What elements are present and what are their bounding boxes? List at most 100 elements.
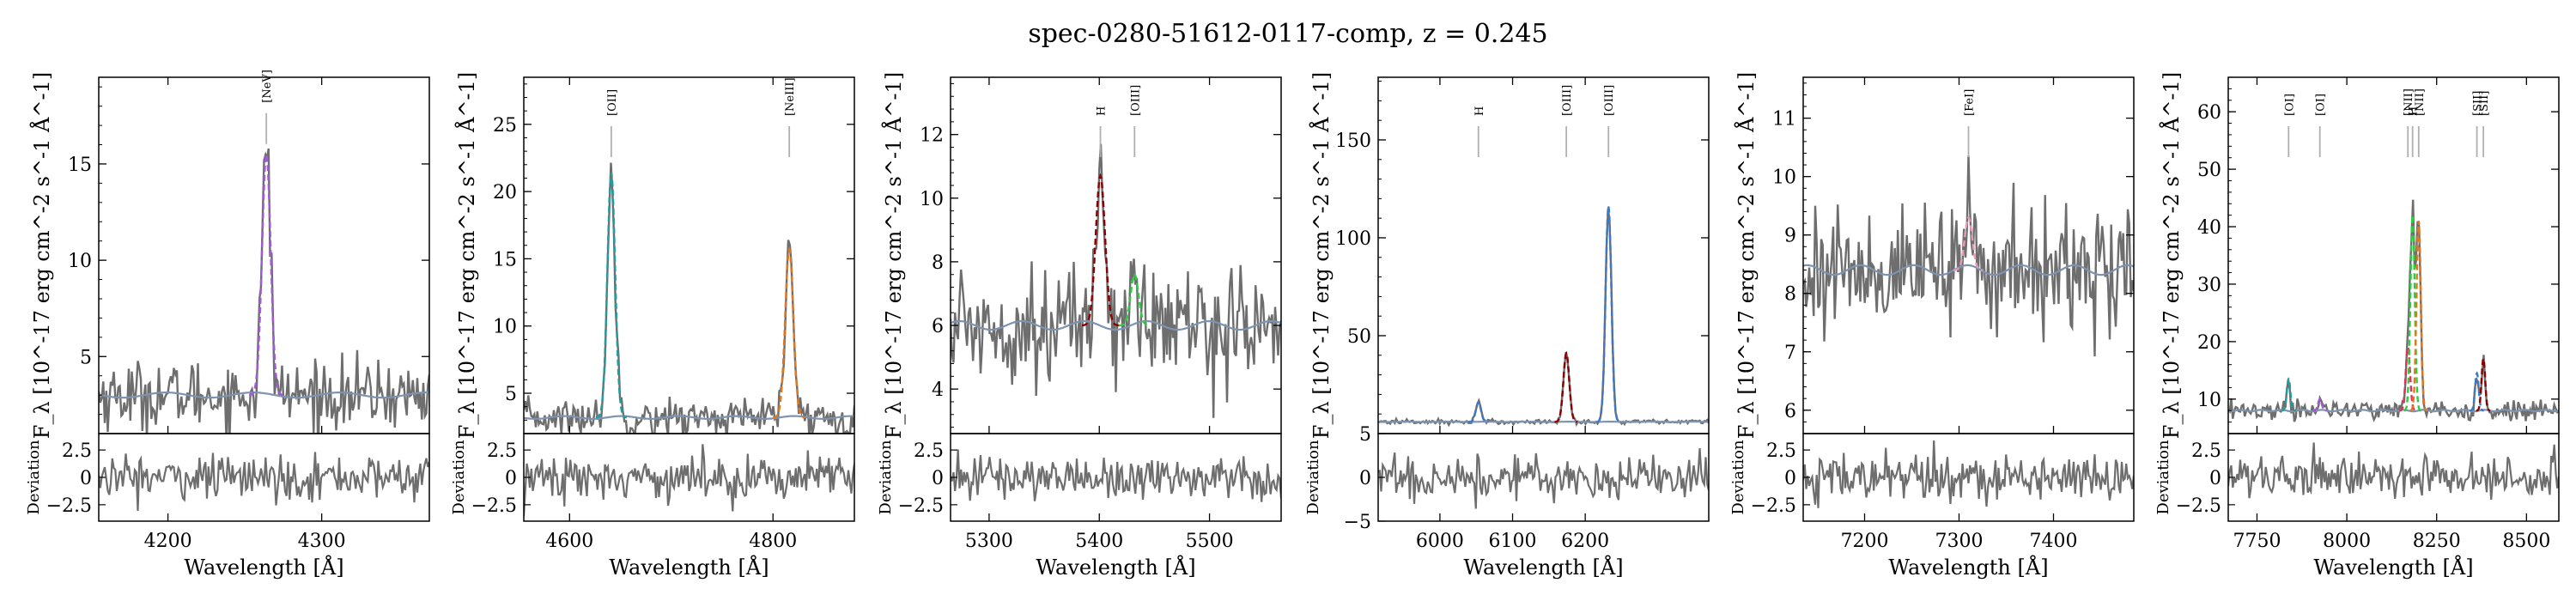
x-axis-label: Wavelength [Å] xyxy=(1888,555,2048,580)
resid-y-tick-label: −2.5 xyxy=(46,495,92,517)
resid-y-tick-label: 2.5 xyxy=(1766,440,1796,462)
x-tick-label: 6100 xyxy=(1489,531,1537,552)
main-plot-area-4 xyxy=(1378,126,1709,428)
y-tick-label: 20 xyxy=(2197,332,2221,354)
x-tick-label: 7750 xyxy=(2233,531,2281,552)
main-plot-area-6 xyxy=(2228,126,2559,423)
main-plot-area-3 xyxy=(951,126,1281,418)
y-axis-label: F_λ [10^-17 erg cm^-2 s^-1 Å^-1] xyxy=(454,72,479,439)
x-axis-label: Wavelength [Å] xyxy=(1036,555,1195,580)
resid-y-tick-label: 0 xyxy=(932,468,944,489)
resid-y-tick-label: 0 xyxy=(1359,468,1371,489)
main-axes-frame xyxy=(2227,76,2560,434)
x-axis-label: Wavelength [Å] xyxy=(1463,555,1623,580)
y-tick-label: 7 xyxy=(1784,343,1796,364)
y-tick-label: 15 xyxy=(68,155,92,176)
x-tick-label: 6000 xyxy=(1416,531,1464,552)
emission-line-label: [NeIII] xyxy=(784,77,797,116)
resid-y-tick-label: −2.5 xyxy=(1751,495,1796,517)
y-tick-label: 100 xyxy=(1335,228,1371,250)
line-fit-component-2 xyxy=(773,246,805,419)
continuum-model-line xyxy=(524,415,854,421)
emission-line-label: [OII] xyxy=(606,89,619,116)
y-axis-label: F_λ [10^-17 erg cm^-2 s^-1 Å^-1] xyxy=(1734,72,1759,439)
y-tick-label: 5 xyxy=(80,347,92,368)
line-fit-component-5 xyxy=(2409,221,2428,412)
residual-y-axis-label: Deviation xyxy=(450,440,468,515)
y-tick-label: 11 xyxy=(1772,109,1796,131)
y-tick-label: 40 xyxy=(2197,217,2221,239)
emission-line-label: [OI] xyxy=(2283,94,2296,116)
residual-plot-area-4 xyxy=(1378,448,1709,509)
residual-line xyxy=(1803,440,2134,508)
resid-y-tick-label: −5 xyxy=(1344,512,1371,533)
x-axis-label: Wavelength [Å] xyxy=(184,555,343,580)
x-tick-label: 4300 xyxy=(298,531,346,552)
y-axis-label: F_λ [10^-17 erg cm^-2 s^-1 Å^-1] xyxy=(1309,72,1334,439)
y-tick-label: 6 xyxy=(1784,401,1796,422)
line-fit-component-1 xyxy=(2281,377,2296,412)
main-axes-frame xyxy=(1377,76,1710,434)
residual-y-axis-label: Deviation xyxy=(1729,440,1747,515)
y-tick-label: 15 xyxy=(493,249,517,270)
continuum-model-line xyxy=(951,319,1281,331)
main-plot-area-1 xyxy=(99,112,429,434)
y-tick-label: 5 xyxy=(505,384,517,405)
x-tick-label: 8500 xyxy=(2502,531,2550,552)
y-tick-label: 30 xyxy=(2197,275,2221,296)
y-tick-label: 25 xyxy=(493,115,517,137)
main-plot-area-5 xyxy=(1803,126,2134,357)
line-fit-component-7 xyxy=(2476,356,2491,412)
main-axes-frame xyxy=(523,76,855,434)
emission-line-label: H xyxy=(1473,106,1486,116)
x-tick-label: 4800 xyxy=(749,531,797,552)
resid-y-tick-label: 2.5 xyxy=(487,440,517,462)
x-tick-label: 5300 xyxy=(965,531,1013,552)
emission-line-label: [FeI] xyxy=(1964,89,1977,116)
y-tick-label: 9 xyxy=(1784,226,1796,247)
x-tick-label: 5400 xyxy=(1075,531,1123,552)
observed-spectrum-line xyxy=(951,143,1281,418)
line-fit-component-3 xyxy=(1596,206,1620,423)
y-tick-label: 50 xyxy=(2197,160,2221,181)
emission-line-label: [OIII] xyxy=(1561,85,1574,116)
resid-y-tick-label: 0 xyxy=(2209,468,2221,489)
residual-plot-area-6 xyxy=(2228,442,2559,500)
x-tick-label: 8250 xyxy=(2413,531,2461,552)
emission-line-label: [OIII] xyxy=(1129,85,1142,116)
observed-spectrum-line xyxy=(1378,208,1709,428)
emission-line-label: [NII] xyxy=(2414,88,2427,116)
residual-line xyxy=(99,452,429,512)
continuum-model-line xyxy=(99,392,429,399)
resid-y-tick-label: 2.5 xyxy=(2191,440,2221,462)
y-axis-label: F_λ [10^-17 erg cm^-2 s^-1 Å^-1] xyxy=(881,72,906,439)
y-tick-label: 20 xyxy=(493,182,517,203)
residual-y-axis-label: Deviation xyxy=(2154,440,2172,515)
y-tick-label: 10 xyxy=(68,251,92,272)
resid-y-tick-label: 2.5 xyxy=(62,440,92,462)
y-tick-label: 50 xyxy=(1347,326,1371,348)
y-tick-label: 12 xyxy=(920,125,944,147)
y-tick-label: 6 xyxy=(932,316,944,337)
line-fit-component-1 xyxy=(1953,216,1984,271)
residual-y-axis-label: Deviation xyxy=(1304,440,1322,515)
emission-line-label: [NII] xyxy=(2403,88,2415,116)
line-fit-component-1 xyxy=(595,172,628,419)
resid-y-tick-label: 5 xyxy=(1359,424,1371,446)
resid-y-tick-label: 0 xyxy=(505,468,517,489)
y-tick-label: 150 xyxy=(1335,131,1371,152)
x-tick-label: 4200 xyxy=(144,531,192,552)
residual-plot-area-5 xyxy=(1803,440,2134,508)
x-tick-label: 8000 xyxy=(2323,531,2371,552)
y-tick-label: 4 xyxy=(932,379,944,401)
y-tick-label: 60 xyxy=(2197,102,2221,124)
continuum-model-line xyxy=(1803,264,2134,276)
figure-title: spec-0280-51612-0117-comp, z = 0.245 xyxy=(1028,19,1548,49)
emission-line-label: H xyxy=(2408,106,2421,116)
line-fit-component-2 xyxy=(1554,350,1578,423)
x-tick-label: 5500 xyxy=(1186,531,1234,552)
x-tick-label: 7400 xyxy=(2030,531,2078,552)
observed-spectrum-line xyxy=(1803,155,2134,357)
y-tick-label: 10 xyxy=(493,317,517,338)
